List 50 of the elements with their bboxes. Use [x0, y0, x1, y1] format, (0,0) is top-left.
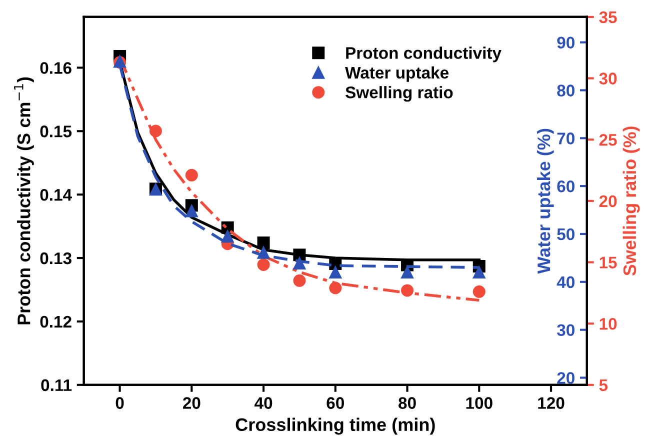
legend-label: Swelling ratio	[346, 86, 453, 102]
y2-tick-label: 20	[599, 195, 617, 208]
point	[185, 204, 198, 218]
x-tick-label: 80	[398, 397, 416, 409]
y-tick-label: 0.15	[40, 126, 72, 138]
x-tick-label: 120	[538, 397, 564, 409]
y2-tick-label: 25	[599, 134, 617, 146]
y3-tick-label: 70	[557, 132, 574, 144]
y3-tick-label: 90	[557, 36, 574, 49]
y2-axis-title: Swelling ratio (%)	[622, 126, 640, 276]
y3-tick-label: 80	[557, 84, 574, 96]
x-tick-label: 100	[466, 397, 492, 409]
y3-tick-label: 40	[556, 276, 574, 288]
legend-label: Proton conductivity	[346, 46, 502, 62]
point	[221, 230, 234, 243]
y2-tick-label: 10	[600, 318, 617, 330]
y3-tick-label: 50	[557, 228, 574, 240]
x-tick-label: 60	[326, 397, 344, 409]
y-tick-label: 0.12	[40, 316, 72, 328]
y-tick-label: 0.16	[40, 62, 72, 74]
y2-tick-label: 30	[599, 72, 617, 84]
point	[329, 282, 342, 294]
point	[401, 284, 414, 297]
y-tick-label: 0.11	[41, 379, 72, 392]
point	[293, 256, 306, 270]
point	[257, 246, 270, 259]
y-tick-label: 0.14	[40, 188, 72, 201]
x-tick-label: 20	[182, 397, 200, 409]
y2-tick-label: 15	[600, 256, 617, 268]
point	[185, 168, 198, 182]
point	[472, 266, 486, 279]
y3-tick-label: 30	[556, 324, 574, 336]
y-tick-label: 0.13	[40, 252, 72, 264]
point	[329, 266, 342, 279]
y3-axis-title: Water uptake (%)	[537, 128, 554, 274]
y-axis-title: Proton conductivity (S cm$^{−1}$)	[14, 77, 34, 324]
x-tick-label: 40	[254, 397, 272, 409]
point	[257, 236, 270, 250]
x-tick-label: 0	[116, 397, 124, 409]
y2-tick-label: 35	[599, 11, 617, 24]
point	[293, 274, 306, 287]
point	[257, 258, 270, 271]
legend-label: Water uptake	[345, 66, 449, 82]
y3-tick-label: 60	[557, 180, 574, 192]
point	[401, 266, 414, 279]
y2-tick-label: 5	[599, 379, 608, 392]
y3-tick-label: 20	[557, 372, 574, 384]
point	[472, 285, 486, 298]
point	[149, 124, 162, 138]
x-axis-title: Crosslinking time (min)	[236, 418, 435, 435]
